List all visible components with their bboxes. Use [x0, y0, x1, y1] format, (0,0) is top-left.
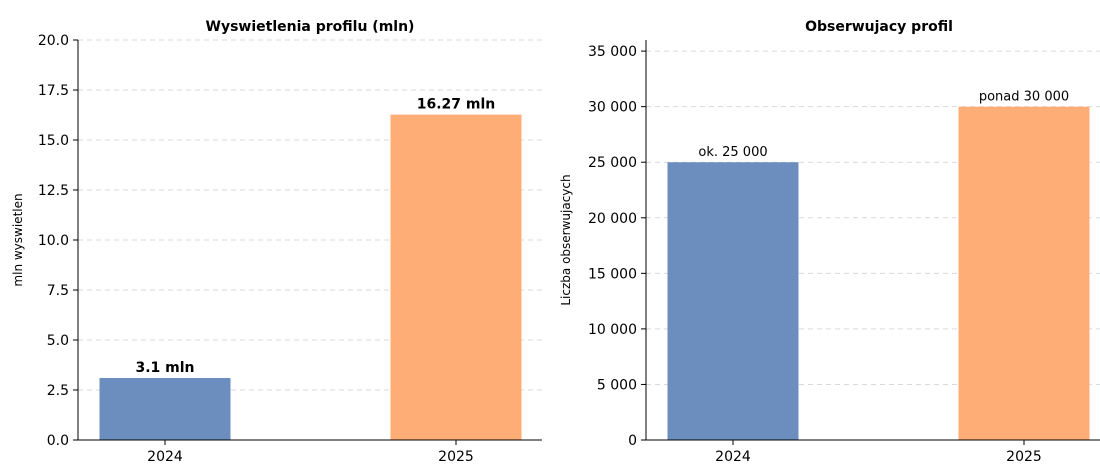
y-ticks: 0 5 000 10 000 15 000 20 000 25 000 30 000 35 0… [588, 44, 646, 449]
y-tick-label: 30 000 [588, 100, 637, 116]
x-tick-label: 2024 [715, 449, 751, 464]
y-axis-label: Liczba obserwujacych [559, 174, 573, 305]
x-tick-label: 2025 [1006, 449, 1042, 464]
data-label: ponad 30 000 [979, 90, 1069, 105]
y-tick-label: 10.0 [38, 233, 69, 249]
x-tick-label: 2024 [147, 449, 183, 464]
y-tick-label: 0 [628, 433, 637, 449]
bars [667, 106, 1090, 441]
bar-2025 [958, 106, 1090, 441]
bar-2025 [390, 114, 522, 440]
chart-title: Wyswietlenia profilu (mln) [206, 19, 415, 35]
data-labels: ok. 25 000 ponad 30 000 [698, 90, 1069, 161]
y-tick-label: 5.0 [47, 333, 69, 349]
y-tick-label: 15.0 [38, 133, 69, 149]
data-labels: 3.1 mln 16.27 mln [135, 97, 495, 376]
x-ticks: 2024 2025 [715, 440, 1042, 464]
y-tick-label: 0.0 [47, 433, 69, 449]
data-label: 16.27 mln [417, 97, 496, 113]
bar-2024 [99, 378, 231, 440]
y-axis-label: mln wyswietlen [11, 193, 25, 286]
y-tick-label: 2.5 [47, 383, 69, 399]
y-tick-label: 20 000 [588, 211, 637, 227]
bar-2024 [667, 162, 799, 440]
x-ticks: 2024 2025 [147, 440, 474, 464]
x-tick-label: 2025 [438, 449, 474, 464]
y-tick-label: 17.5 [38, 83, 69, 99]
chart-followers: Obserwujacy profil Liczba obserwujacych … [559, 19, 1100, 464]
bars [99, 114, 522, 440]
y-tick-label: 10 000 [588, 322, 637, 338]
y-tick-label: 20.0 [38, 33, 69, 49]
y-tick-label: 35 000 [588, 44, 637, 60]
y-ticks: 0.0 2.5 5.0 7.5 10.0 12.5 15.0 17.5 20.0 [38, 33, 78, 449]
y-tick-label: 5 000 [597, 377, 637, 393]
data-label: ok. 25 000 [698, 145, 767, 160]
y-tick-label: 12.5 [38, 183, 69, 199]
data-label: 3.1 mln [135, 360, 194, 376]
chart-profile-views: Wyswietlenia profilu (mln) mln wyswietle… [11, 19, 542, 464]
y-tick-label: 25 000 [588, 155, 637, 171]
chart-title: Obserwujacy profil [805, 19, 953, 35]
y-tick-label: 15 000 [588, 266, 637, 282]
y-tick-label: 7.5 [47, 283, 69, 299]
